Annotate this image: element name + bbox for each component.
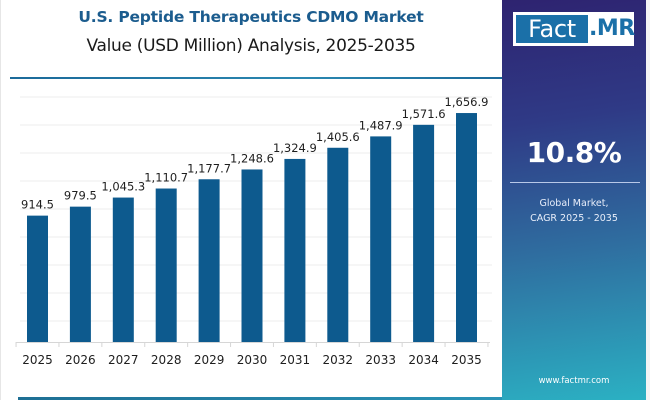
logo-mr-text: .MR [589, 16, 635, 41]
cagr-caption: Global Market, CAGR 2025 - 2035 [502, 196, 646, 226]
value-label-2034: 1,571.6 [402, 107, 446, 121]
bar-2027 [112, 197, 134, 342]
value-label-2035: 1,656.9 [445, 95, 489, 109]
value-label-2033: 1,487.9 [359, 118, 403, 132]
x-tick-label-2035: 2035 [451, 353, 482, 367]
bar-2035 [456, 113, 477, 342]
bottom-accent-bar [18, 397, 502, 400]
bar-2031 [284, 158, 306, 342]
bar-2030 [241, 169, 263, 342]
bar-chart: 914.5979.51,045.31,110.71,177.71,248.61,… [15, 95, 492, 367]
bar-2025 [27, 215, 48, 342]
value-label-2032: 1,405.6 [316, 130, 360, 144]
value-label-2025: 914.5 [21, 198, 54, 212]
x-axis: 2025 2026 2027 2028 2029 2030 2031 2032 2033 2034… [15, 342, 490, 367]
cagr-divider [510, 182, 640, 183]
panel-edge [646, 0, 650, 400]
cagr-caption-line2: CAGR 2025 - 2035 [530, 213, 618, 224]
x-tick-label-2026: 2026 [65, 353, 96, 367]
x-tick-label-2028: 2028 [151, 353, 182, 367]
value-label-2028: 1,110.7 [144, 171, 188, 185]
logo-fact-text: Fact [516, 15, 588, 43]
bar-2033 [370, 136, 392, 342]
bar-2026 [69, 206, 91, 342]
x-tick-label-2034: 2034 [408, 353, 439, 367]
chart-title: U.S. Peptide Therapeutics CDMO Market [78, 8, 424, 26]
bar-2029 [198, 179, 220, 342]
value-label-2027: 1,045.3 [101, 180, 145, 194]
title-divider [10, 77, 502, 79]
x-tick-label-2031: 2031 [280, 353, 311, 367]
x-tick-label-2025: 2025 [22, 353, 53, 367]
x-tick-label-2027: 2027 [108, 353, 139, 367]
side-panel [502, 0, 650, 400]
value-label-2029: 1,177.7 [187, 161, 231, 175]
cagr-value: 10.8% [526, 136, 622, 169]
bar-2034 [413, 124, 435, 342]
x-tick-label-2033: 2033 [365, 353, 396, 367]
bar-2028 [155, 188, 177, 342]
value-label-2030: 1,248.6 [230, 151, 274, 165]
chart-subtitle: Value (USD Million) Analysis, 2025-2035 [86, 36, 416, 56]
cagr-caption-line1: Global Market, [539, 198, 609, 209]
website-link[interactable]: www.factmr.com [538, 376, 610, 386]
bars [27, 113, 477, 342]
value-label-2031: 1,324.9 [273, 141, 317, 155]
x-tick-label-2029: 2029 [194, 353, 225, 367]
bar-2032 [327, 147, 349, 342]
value-labels: 914.5979.51,045.31,110.71,177.71,248.61,… [21, 95, 488, 212]
x-tick-label-2030: 2030 [237, 353, 268, 367]
x-tick-label-2032: 2032 [323, 353, 354, 367]
factmr-logo: Fact .MR [513, 12, 635, 46]
value-label-2026: 979.5 [64, 189, 97, 203]
